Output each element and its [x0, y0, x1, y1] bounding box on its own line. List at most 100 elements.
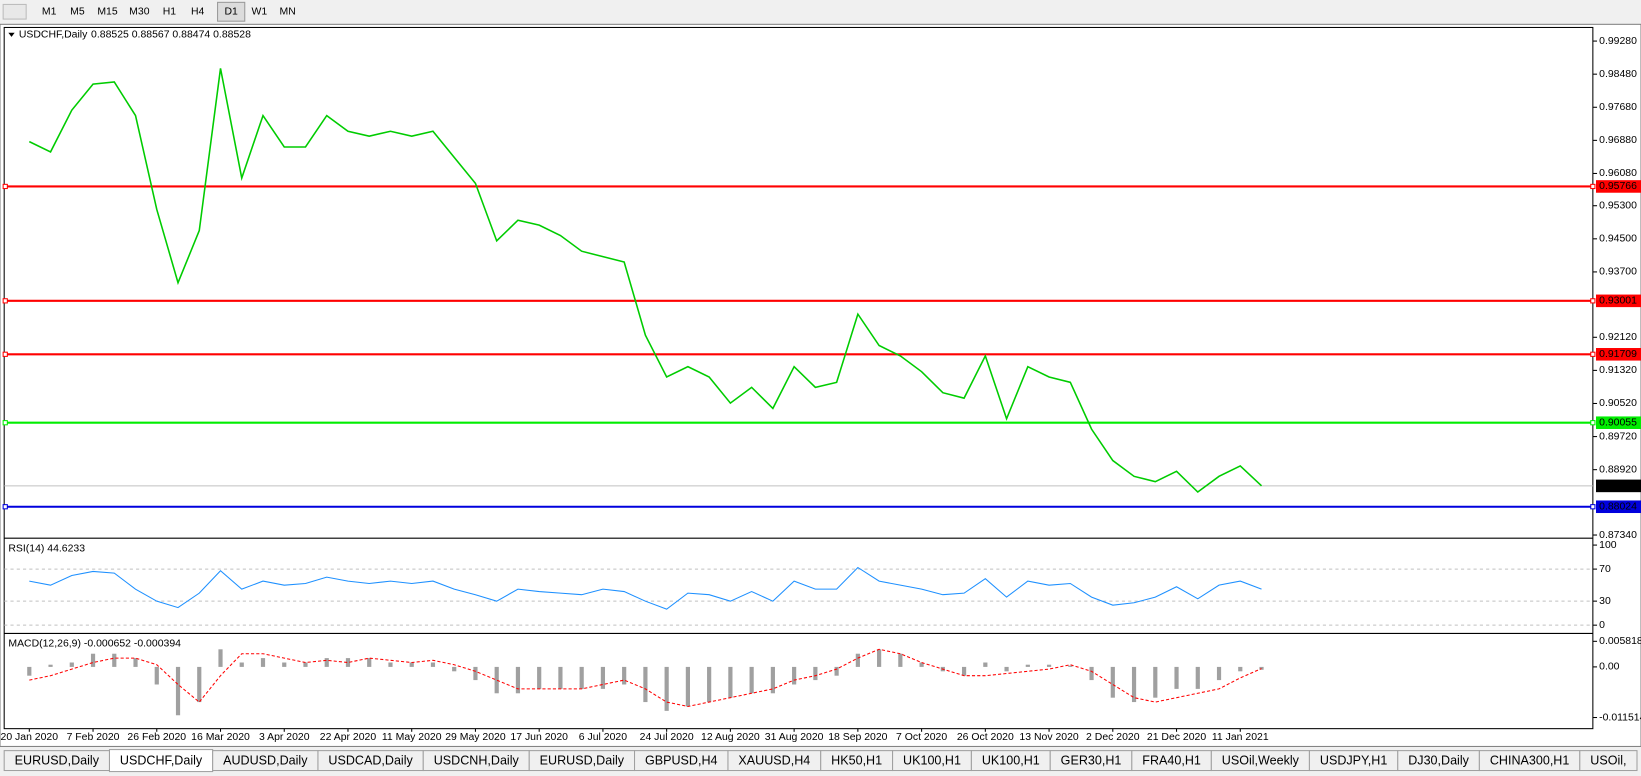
level-handle[interactable] — [1590, 420, 1596, 426]
histogram-bar — [707, 666, 712, 703]
timeframe-button[interactable] — [63, 2, 92, 22]
level-handle[interactable] — [2, 298, 8, 304]
histogram-bar — [1025, 664, 1030, 667]
symbol-tab-label[interactable]: EURUSD,Daily — [15, 753, 100, 767]
rsi-title: RSI(14) 44.6233 — [8, 543, 85, 554]
histogram-bar — [983, 662, 988, 667]
level-handle[interactable] — [2, 183, 8, 190]
histogram-bar — [728, 666, 733, 698]
level-handle[interactable] — [2, 420, 8, 426]
symbol-tab-label[interactable]: GER30,H1 — [1061, 753, 1122, 767]
timeframe-button[interactable] — [274, 2, 302, 22]
timeframe-button[interactable] — [184, 2, 212, 22]
x-tick-label: 22 Apr 2020 — [320, 732, 377, 743]
timeframe-label[interactable]: M5 — [70, 7, 85, 18]
level-label: 0.88024 — [1599, 502, 1637, 513]
timeframe-label[interactable]: M30 — [129, 7, 150, 18]
x-tick-label: 21 Dec 2020 — [1147, 732, 1206, 743]
y-tick-label: 70 — [1599, 564, 1611, 575]
histogram-bar — [367, 658, 372, 667]
symbol-tab-label[interactable]: EURUSD,Daily — [540, 753, 625, 767]
symbol-tab-label[interactable]: FRA40,H1 — [1142, 753, 1201, 767]
y-tick-label: 0.91320 — [1599, 365, 1637, 376]
x-tick-label: 7 Feb 2020 — [67, 732, 120, 743]
timeframe-label[interactable]: H1 — [163, 7, 177, 18]
y-tick-label: 0.96080 — [1599, 168, 1637, 179]
timeframe-label[interactable]: D1 — [224, 7, 238, 18]
symbol-tab[interactable] — [1579, 750, 1638, 772]
level-label-bg — [1595, 348, 1641, 361]
y-tick-label: 0.87340 — [1599, 530, 1637, 541]
histogram-bar — [430, 662, 436, 667]
timeframe-label[interactable]: M1 — [42, 7, 57, 18]
timeframe-label[interactable]: W1 — [252, 7, 268, 18]
timeframe-label[interactable]: MN — [280, 7, 296, 18]
symbol-tab-label[interactable]: USDJPY,H1 — [1320, 753, 1387, 767]
symbol-tab-label[interactable]: UK100,H1 — [982, 753, 1040, 767]
timeframe-label[interactable]: H4 — [191, 7, 205, 18]
histogram-bar — [558, 666, 563, 689]
timeframe-button[interactable] — [155, 2, 184, 22]
histogram-bar — [494, 666, 499, 694]
histogram-bar — [664, 666, 669, 711]
histogram-bar — [1238, 666, 1243, 672]
level-handle[interactable] — [2, 504, 8, 510]
level-handle[interactable] — [1590, 183, 1596, 190]
timeframe-button[interactable] — [123, 2, 155, 22]
symbol-tab-label[interactable]: GBPUSD,H4 — [645, 753, 718, 767]
symbol-tab-label[interactable]: USDCHF,Daily — [120, 753, 203, 767]
symbol-tab-label[interactable]: XAUUSD,H4 — [738, 753, 810, 767]
level-label-bg — [1595, 416, 1641, 429]
histogram-bar — [537, 666, 542, 689]
histogram-bar — [622, 666, 627, 685]
level-handle[interactable] — [1590, 298, 1596, 304]
symbol-tab-label[interactable]: CHINA300,H1 — [1490, 753, 1570, 767]
symbol-tab-label[interactable]: UK100,H1 — [903, 753, 961, 767]
histogram-bar — [643, 666, 648, 703]
indicator-line — [29, 566, 1262, 610]
histogram-bar — [813, 666, 818, 681]
symbol-tab-label[interactable]: USDCNH,Daily — [434, 753, 520, 767]
timeframe-button[interactable] — [217, 1, 246, 22]
histogram-bar — [388, 662, 393, 667]
histogram-bar — [69, 662, 74, 667]
y-tick-label: 100 — [1599, 540, 1617, 551]
level-label: 0.93001 — [1599, 296, 1637, 307]
y-tick-label: 0.00 — [1599, 662, 1620, 673]
toolbar — [0, 0, 1641, 24]
symbol-tab-label[interactable]: AUDUSD,Daily — [223, 753, 308, 767]
timeframe-button[interactable] — [245, 2, 274, 22]
y-tick-label: 30 — [1599, 596, 1611, 607]
x-tick-label: 20 Jan 2020 — [1, 732, 59, 743]
histogram-bar — [197, 666, 202, 703]
level-label-bg — [1595, 500, 1641, 514]
histogram-bar — [515, 666, 521, 694]
histogram-bar — [48, 664, 53, 667]
indicator-line — [29, 648, 1262, 708]
symbol-tab-label[interactable]: USOil,Weekly — [1222, 753, 1300, 767]
histogram-bar — [1004, 666, 1009, 672]
timeframe-button[interactable] — [92, 2, 123, 22]
price-line — [28, 68, 1263, 494]
symbol-tab-label[interactable]: USDCAD,Daily — [328, 753, 413, 767]
symbol-tab-label[interactable]: HK50,H1 — [831, 753, 882, 767]
y-tick-label: 0.99280 — [1599, 36, 1637, 47]
y-tick-label: 0.97680 — [1599, 102, 1637, 113]
toolbar-icon[interactable] — [2, 3, 27, 20]
macd-title: MACD(12,26,9) -0.000652 -0.000394 — [8, 639, 181, 650]
symbol-tab-label[interactable]: DJ30,Daily — [1408, 753, 1469, 767]
symbol-tab-label[interactable]: USOil, — [1590, 753, 1626, 767]
level-label: 0.95766 — [1599, 181, 1637, 192]
x-tick-label: 16 Mar 2020 — [191, 732, 250, 743]
timeframe-label[interactable]: M15 — [97, 7, 118, 18]
level-handle[interactable] — [1590, 351, 1596, 357]
histogram-bar — [409, 662, 414, 667]
level-handle[interactable] — [2, 351, 8, 357]
level-label: 0.90055 — [1599, 417, 1637, 428]
histogram-bar — [112, 653, 117, 667]
histogram-bar — [27, 666, 32, 676]
level-handle[interactable] — [1590, 504, 1596, 510]
timeframe-button[interactable] — [35, 2, 63, 22]
x-tick-label: 6 Jul 2020 — [579, 732, 627, 743]
